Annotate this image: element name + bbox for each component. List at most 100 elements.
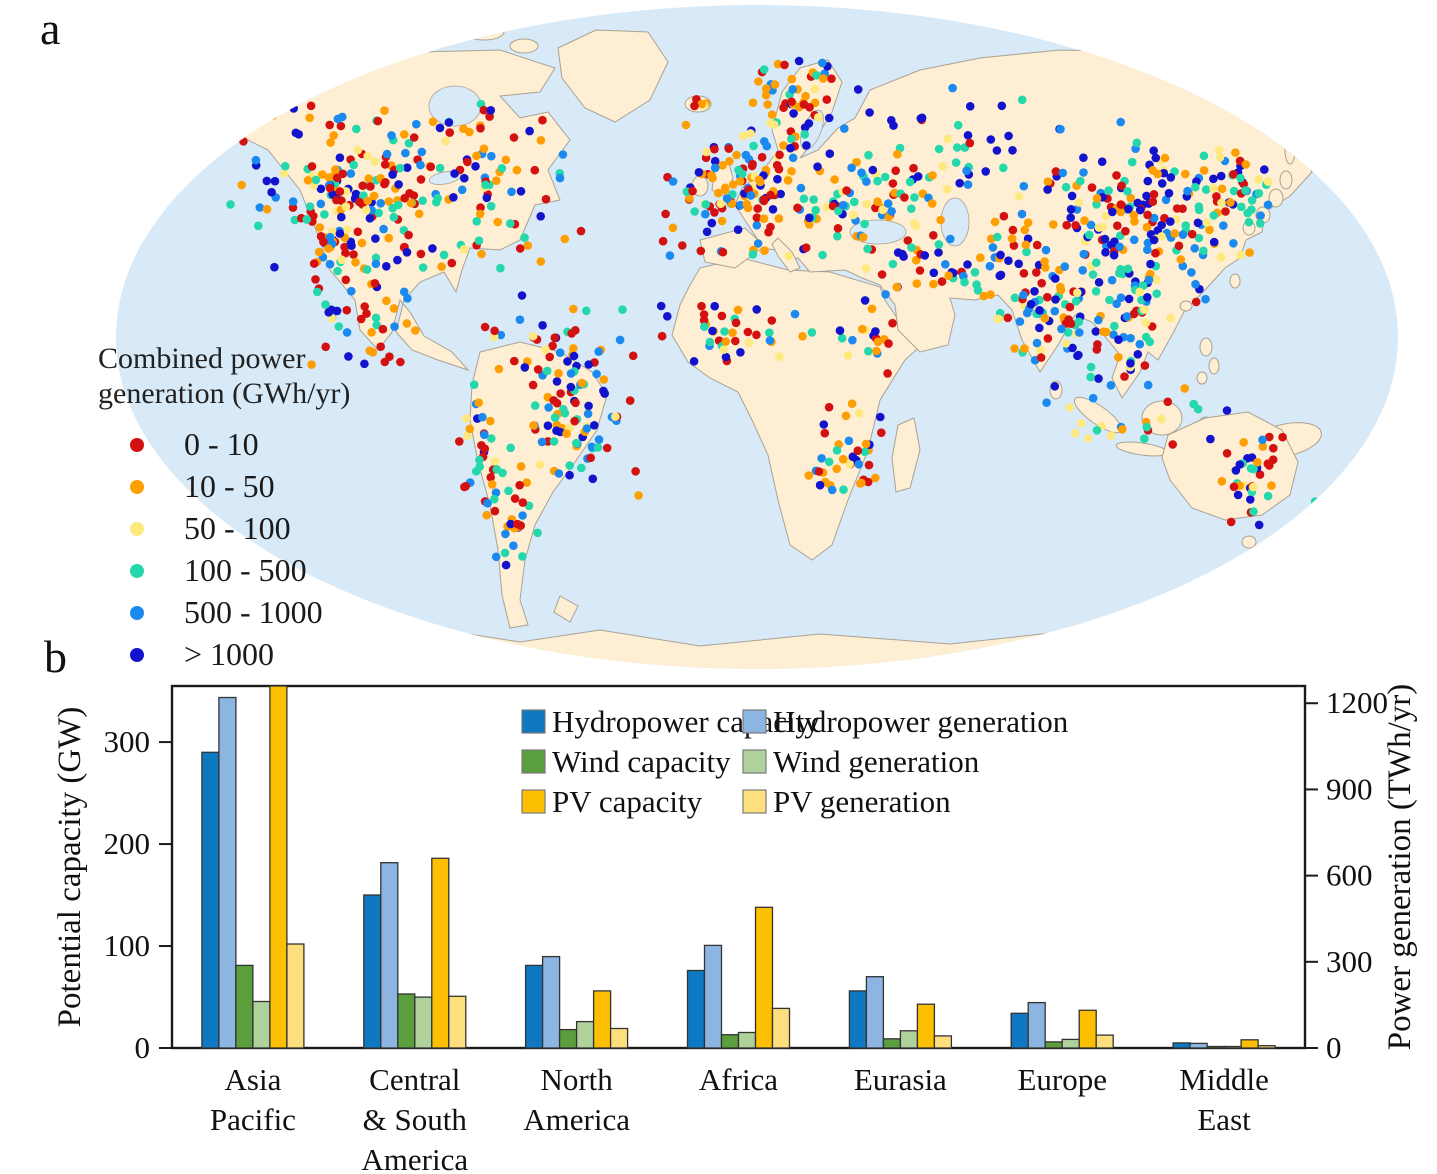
generation-site-dot — [1079, 168, 1088, 177]
generation-site-dot — [887, 116, 896, 125]
generation-site-dot — [1056, 124, 1065, 134]
generation-site-dot — [1014, 192, 1024, 201]
generation-site-dot — [556, 389, 565, 398]
generation-site-dot — [1143, 293, 1152, 302]
generation-site-dot — [492, 176, 501, 185]
bar-wind-generation — [252, 1000, 271, 1049]
bar-wind-generation — [1061, 1038, 1080, 1049]
generation-site-dot — [690, 101, 699, 111]
map-legend-dot — [130, 605, 144, 620]
generation-site-dot — [812, 71, 821, 80]
map-legend-item: > 1000 — [98, 634, 458, 676]
generation-site-dot — [1226, 517, 1236, 527]
bar-hydropower-generation — [703, 944, 723, 1049]
generation-site-dot — [490, 494, 499, 504]
generation-site-dot — [697, 301, 706, 311]
generation-site-dot — [905, 177, 915, 187]
generation-site-dot — [1062, 220, 1071, 230]
bar-hydropower-capacity — [201, 751, 220, 1049]
generation-site-dot — [1178, 230, 1188, 239]
generation-site-dot — [1080, 216, 1089, 225]
generation-site-dot — [1017, 209, 1027, 219]
generation-site-dot — [697, 99, 707, 109]
generation-site-dot — [376, 199, 386, 208]
generation-site-dot — [444, 118, 454, 127]
generation-site-dot — [510, 356, 519, 366]
generation-site-dot — [1268, 455, 1278, 465]
generation-site-dot — [1060, 262, 1070, 271]
generation-site-dot — [337, 255, 347, 265]
generation-site-dot — [754, 77, 763, 86]
generation-site-dot — [321, 342, 331, 352]
bar-wind-capacity — [720, 1034, 740, 1049]
generation-site-dot — [783, 176, 793, 185]
generation-site-dot — [993, 314, 1002, 324]
generation-site-dot — [929, 231, 938, 240]
generation-site-dot — [863, 477, 873, 487]
generation-site-dot — [364, 174, 374, 183]
generation-site-dot — [402, 163, 412, 172]
generation-site-dot — [724, 144, 734, 153]
generation-site-dot — [479, 144, 489, 153]
generation-site-dot — [799, 194, 809, 203]
generation-site-dot — [794, 56, 804, 66]
generation-site-dot — [357, 238, 367, 248]
generation-site-dot — [525, 126, 534, 136]
generation-site-dot — [560, 408, 570, 418]
generation-site-dot — [507, 187, 516, 197]
chart-legend-label: Hydropower generation — [773, 704, 1069, 739]
generation-site-dot — [1019, 269, 1029, 278]
generation-site-dot — [817, 454, 826, 463]
generation-site-dot — [475, 455, 484, 465]
generation-site-dot — [965, 138, 975, 148]
generation-site-dot — [1135, 205, 1145, 215]
generation-site-dot — [394, 180, 403, 189]
generation-site-dot — [367, 328, 376, 337]
generation-site-dot — [770, 80, 780, 89]
generation-site-dot — [1161, 195, 1171, 205]
generation-site-dot — [535, 460, 545, 470]
generation-site-dot — [628, 351, 638, 361]
generation-site-dot — [226, 200, 235, 209]
generation-site-dot — [970, 268, 980, 277]
generation-site-dot — [1156, 414, 1166, 424]
generation-site-dot — [1135, 339, 1145, 349]
generation-site-dot — [550, 333, 560, 343]
generation-site-dot — [716, 199, 725, 208]
generation-site-dot — [1149, 213, 1159, 223]
generation-site-dot — [721, 352, 731, 362]
generation-site-dot — [833, 231, 842, 241]
generation-site-dot — [1168, 440, 1177, 449]
generation-site-dot — [1065, 403, 1074, 412]
bar-pv-capacity — [754, 906, 774, 1049]
generation-site-dot — [765, 328, 774, 338]
x-category-label: East — [1197, 1102, 1251, 1137]
generation-site-dot — [729, 180, 738, 189]
generation-site-dot — [1124, 204, 1133, 214]
generation-site-dot — [884, 339, 893, 348]
generation-site-dot — [1061, 182, 1071, 192]
generation-site-dot — [1126, 359, 1135, 368]
generation-site-dot — [571, 398, 580, 408]
generation-site-dot — [963, 260, 972, 269]
generation-site-dot — [842, 186, 851, 195]
generation-site-dot — [461, 481, 471, 491]
generation-site-dot — [324, 308, 334, 317]
generation-site-dot — [809, 195, 818, 204]
generation-site-dot — [1229, 186, 1239, 196]
generation-site-dot — [938, 162, 947, 171]
generation-site-dot — [371, 259, 381, 269]
generation-site-dot — [1181, 169, 1190, 179]
generation-site-dot — [868, 165, 878, 175]
generation-site-dot — [865, 108, 874, 117]
generation-site-dot — [1020, 225, 1030, 235]
map-dots — [226, 56, 1346, 570]
generation-site-dot — [903, 236, 913, 245]
generation-site-dot — [335, 187, 345, 196]
generation-site-dot — [877, 270, 887, 279]
generation-site-dot — [353, 227, 363, 237]
bar-pv-capacity — [1240, 1039, 1259, 1049]
chart-legend-label: PV generation — [773, 784, 951, 819]
generation-site-dot — [506, 219, 515, 228]
generation-site-dot — [388, 203, 398, 213]
